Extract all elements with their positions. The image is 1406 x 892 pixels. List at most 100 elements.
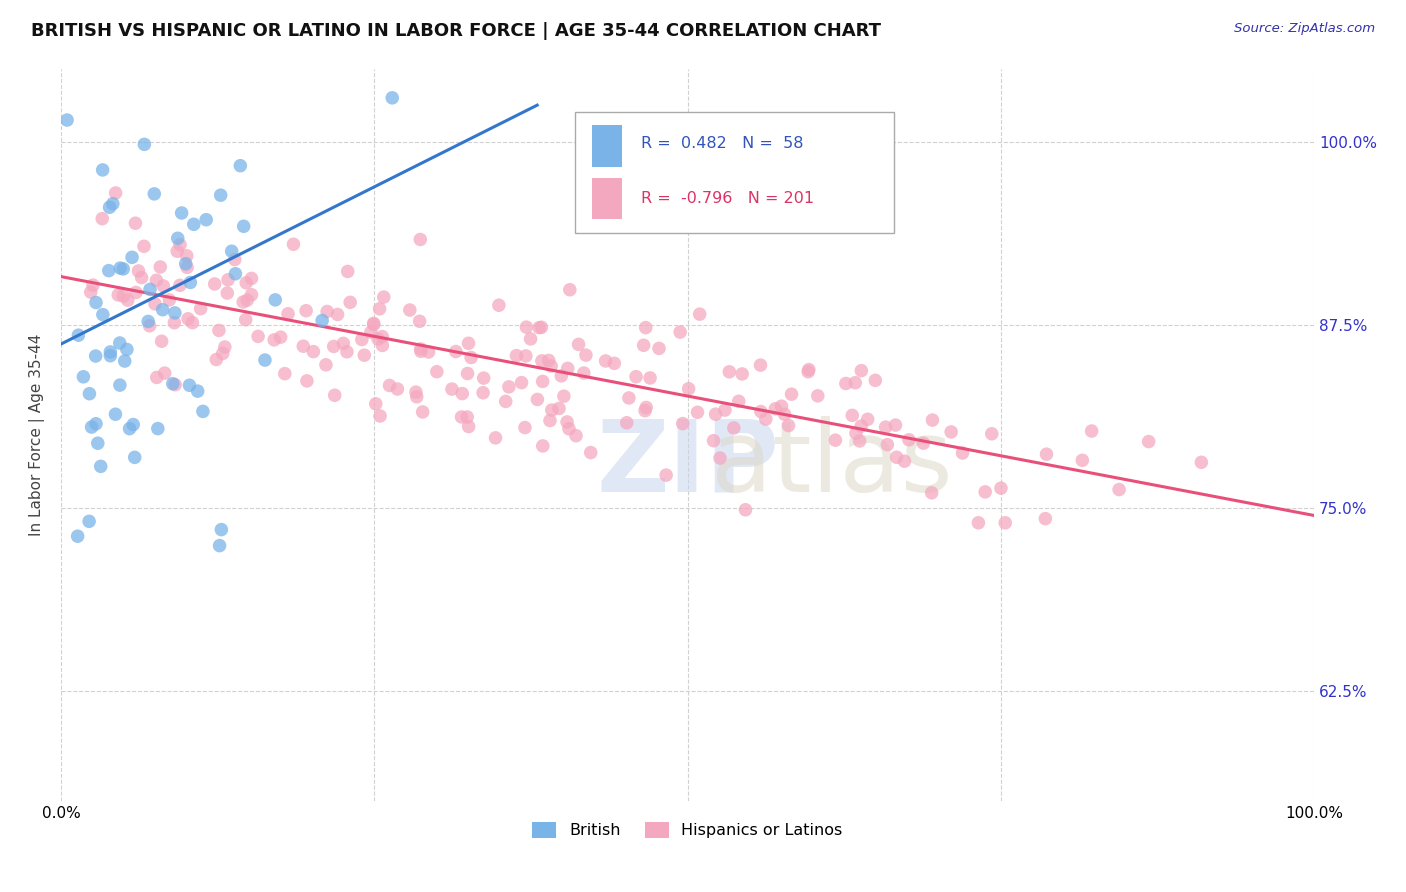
Point [780,387,803,401]
Point [166,231,188,245]
Point [326,308,349,322]
Point [770,399,793,413]
Point [1071,453,1094,467]
Point [336,264,359,278]
Point [153,366,176,380]
Point [253,353,276,368]
Point [112,289,135,303]
Point [686,405,709,419]
Point [648,342,671,356]
Point [398,303,420,318]
Point [990,481,1012,495]
Point [292,339,315,353]
Point [484,431,506,445]
Point [457,419,479,434]
Point [166,244,188,259]
Point [139,282,162,296]
Point [132,239,155,253]
Point [488,298,510,312]
Point [363,318,385,332]
Point [114,354,136,368]
Point [211,346,233,360]
Point [204,277,226,291]
Point [152,302,174,317]
Point [703,434,725,448]
Point [163,306,186,320]
Point [939,425,962,439]
Point [82,278,104,293]
Point [187,384,209,398]
Point [755,412,778,426]
Point [856,412,879,426]
Point [457,367,479,381]
Point [875,420,897,434]
Point [575,348,598,362]
Point [519,332,541,346]
Point [108,261,131,276]
Point [295,374,318,388]
Point [56,113,79,128]
Point [373,290,395,304]
Point [538,413,561,427]
Point [952,446,974,460]
Point [91,211,114,226]
Point [457,336,479,351]
Point [672,417,695,431]
Point [224,267,246,281]
Point [634,320,657,334]
Point [315,358,337,372]
Point [97,263,120,277]
Point [84,295,107,310]
Point [150,334,173,349]
Point [122,417,145,432]
Point [183,217,205,231]
Point [112,261,135,276]
Point [444,344,467,359]
Point [124,216,146,230]
Point [540,403,562,417]
Point [579,445,602,459]
Point [84,417,107,431]
Point [515,320,537,334]
Point [176,260,198,275]
Point [624,369,647,384]
Point [80,285,103,299]
Point [731,367,754,381]
Point [718,365,741,379]
Point [378,378,401,392]
Legend: British, Hispanics or Latinos: British, Hispanics or Latinos [526,815,849,845]
Point [235,276,257,290]
Point [121,250,143,264]
Point [322,339,344,353]
Point [897,433,920,447]
Point [79,386,101,401]
Point [235,312,257,326]
Point [865,373,887,387]
Point [835,376,858,391]
Point [553,389,575,403]
Point [537,353,560,368]
Point [368,301,391,316]
Point [236,293,259,307]
Point [845,426,868,441]
Point [921,413,943,427]
Point [247,329,270,343]
Point [1080,424,1102,438]
Point [169,237,191,252]
Point [714,403,737,417]
Point [146,421,169,435]
Point [232,219,254,234]
Point [240,271,263,285]
Point [363,317,385,331]
Point [893,454,915,468]
Point [994,516,1017,530]
Point [558,422,581,436]
Point [311,313,333,327]
Point [205,352,228,367]
Point [412,405,434,419]
Point [177,311,200,326]
Point [844,376,866,390]
Point [638,371,661,385]
Point [162,376,184,391]
FancyBboxPatch shape [592,178,623,219]
